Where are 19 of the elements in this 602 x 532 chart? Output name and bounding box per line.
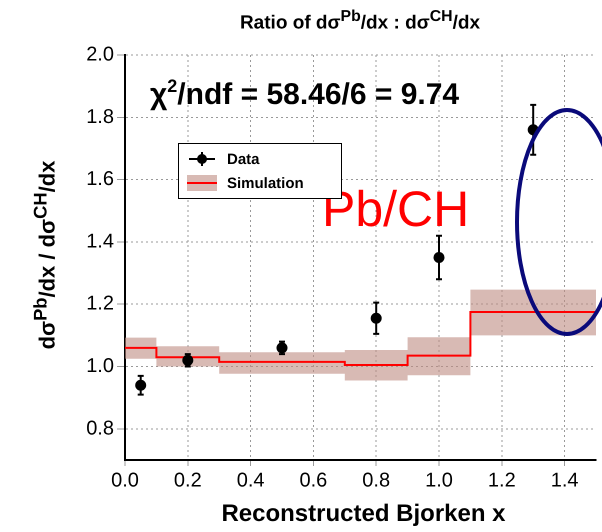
legend-label: Simulation (227, 174, 304, 192)
x-tick-label: 0.4 (236, 470, 265, 492)
y-tick-label: 1.6 (86, 168, 114, 190)
legend-label: Data (227, 150, 260, 168)
y-tick-label: 1.0 (86, 355, 114, 378)
x-tick-label: 0.0 (111, 470, 139, 492)
chart-title: Ratio of dσ$^{Pb}$/dx : dσ$^{CH}$/dx (238, 8, 482, 34)
x-tick-label: 1.4 (550, 470, 579, 492)
x-axis-title: Reconstructed Bjorken x (220, 500, 507, 528)
x-tick-label: 0.8 (362, 470, 390, 492)
x-tick-label: 0.6 (299, 470, 328, 492)
y-tick-label: 2.0 (86, 44, 114, 66)
y-tick-label: 1.4 (86, 230, 114, 252)
y-tick-label: 0.8 (86, 417, 114, 440)
x-tick-label: 0.2 (174, 470, 202, 492)
y-tick-label: 1.2 (86, 292, 114, 315)
x-tick-label: 1.0 (425, 470, 453, 492)
x-tick-label: 1.2 (488, 470, 516, 492)
y-tick-label: 1.8 (86, 106, 114, 128)
